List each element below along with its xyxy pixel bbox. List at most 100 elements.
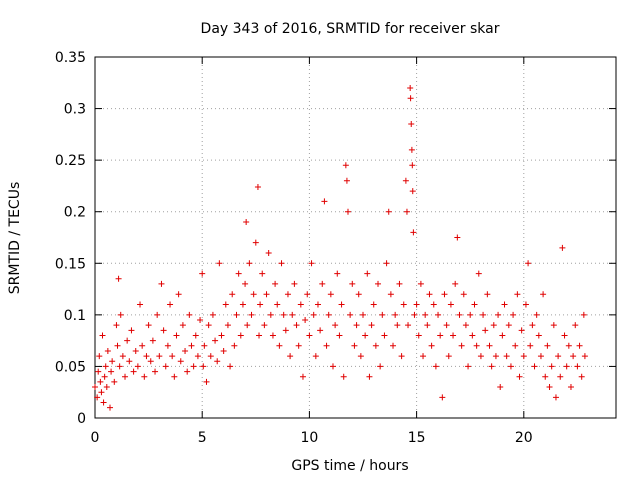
data-point	[477, 353, 484, 360]
data-point	[394, 322, 401, 329]
data-point	[160, 327, 167, 334]
data-point	[188, 342, 195, 349]
data-point	[116, 363, 123, 370]
data-point	[484, 291, 491, 298]
data-point	[317, 327, 324, 334]
data-point	[344, 208, 351, 215]
data-point	[563, 363, 570, 370]
data-point	[147, 358, 154, 365]
data-point	[410, 229, 417, 236]
data-point	[370, 301, 377, 308]
data-point	[441, 291, 448, 298]
data-point	[445, 353, 452, 360]
data-point	[162, 363, 169, 370]
data-point	[218, 332, 225, 339]
data-point	[432, 363, 439, 370]
data-point	[529, 322, 536, 329]
data-point	[531, 363, 538, 370]
data-point	[550, 322, 557, 329]
data-point	[555, 353, 562, 360]
data-point	[557, 373, 564, 380]
data-point	[222, 301, 229, 308]
y-axis-label: SRMTID / TECUs	[7, 182, 23, 295]
data-point	[108, 368, 115, 375]
data-point	[357, 353, 364, 360]
data-point	[243, 219, 250, 226]
data-point	[267, 311, 274, 318]
data-point	[207, 353, 214, 360]
data-point	[340, 373, 347, 380]
data-point	[435, 311, 442, 318]
data-point	[282, 327, 289, 334]
data-point	[540, 291, 547, 298]
data-point	[293, 322, 300, 329]
data-point	[364, 270, 371, 277]
data-point	[462, 322, 469, 329]
data-point	[475, 270, 482, 277]
data-point	[111, 378, 118, 385]
data-point	[567, 384, 574, 391]
data-point	[256, 332, 263, 339]
data-point	[252, 239, 259, 246]
data-point	[408, 121, 415, 128]
data-point	[182, 347, 189, 354]
data-point	[535, 332, 542, 339]
data-point	[104, 347, 111, 354]
data-point	[103, 384, 110, 391]
data-point	[278, 260, 285, 267]
data-point	[473, 342, 480, 349]
data-point	[505, 322, 512, 329]
data-point	[565, 342, 572, 349]
data-point	[310, 311, 317, 318]
data-point	[402, 177, 409, 184]
data-point	[152, 368, 159, 375]
data-point	[351, 342, 358, 349]
data-point	[227, 363, 234, 370]
data-point	[403, 208, 410, 215]
data-point	[327, 291, 334, 298]
data-point	[336, 332, 343, 339]
data-point	[263, 291, 270, 298]
x-tick-label: 20	[515, 430, 533, 446]
data-point	[527, 342, 534, 349]
data-point	[102, 363, 109, 370]
data-point	[420, 353, 427, 360]
data-point	[492, 353, 499, 360]
data-point	[542, 373, 549, 380]
data-point	[578, 373, 585, 380]
data-point	[117, 311, 124, 318]
data-point	[158, 280, 165, 287]
data-point	[287, 353, 294, 360]
data-point	[379, 311, 386, 318]
data-point	[544, 342, 551, 349]
y-tick-label: 0.2	[64, 205, 86, 221]
data-point	[372, 342, 379, 349]
data-point	[257, 301, 264, 308]
data-point	[224, 322, 231, 329]
data-point	[169, 353, 176, 360]
data-point	[413, 301, 420, 308]
data-point	[126, 358, 133, 365]
data-point	[199, 270, 206, 277]
data-point	[407, 84, 414, 91]
data-point	[132, 347, 139, 354]
data-point	[514, 291, 521, 298]
data-point	[113, 322, 120, 329]
plot-frame	[94, 56, 617, 419]
data-point	[122, 373, 129, 380]
data-point	[254, 183, 261, 190]
data-point	[561, 332, 568, 339]
data-point	[233, 311, 240, 318]
data-point	[319, 280, 326, 287]
data-point	[200, 363, 207, 370]
data-point	[548, 363, 555, 370]
data-point	[343, 177, 350, 184]
data-point	[229, 291, 236, 298]
data-point	[237, 332, 244, 339]
data-point	[338, 301, 345, 308]
data-point	[259, 270, 266, 277]
data-point	[385, 208, 392, 215]
data-point	[154, 311, 161, 318]
data-point	[291, 280, 298, 287]
x-axis-label: GPS time / hours	[291, 458, 408, 474]
